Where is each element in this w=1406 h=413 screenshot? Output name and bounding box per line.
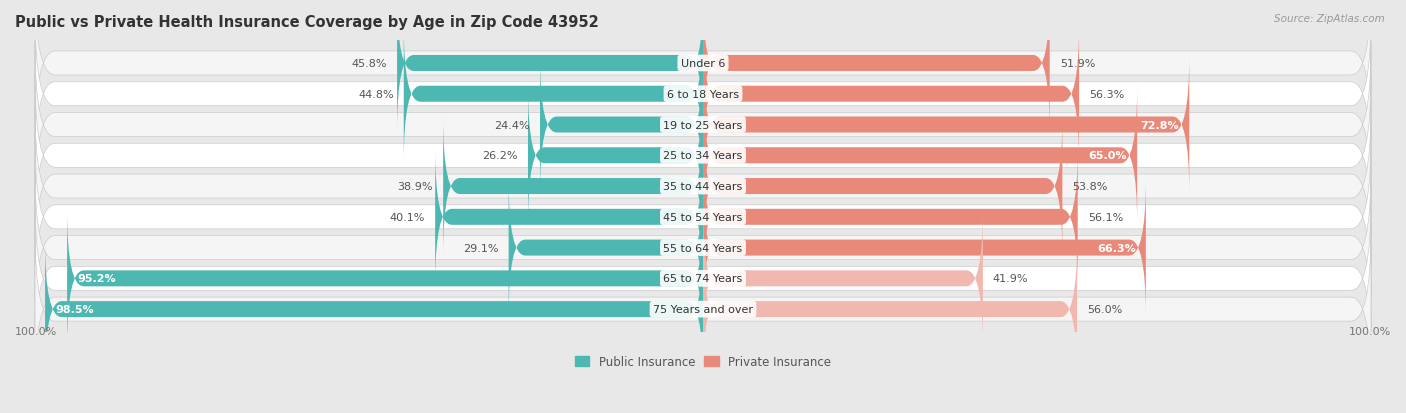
Text: 95.2%: 95.2% — [77, 274, 115, 284]
FancyBboxPatch shape — [404, 26, 703, 163]
FancyBboxPatch shape — [703, 26, 1078, 163]
FancyBboxPatch shape — [443, 118, 703, 255]
FancyBboxPatch shape — [703, 118, 1063, 255]
FancyBboxPatch shape — [509, 179, 703, 317]
Text: Under 6: Under 6 — [681, 59, 725, 69]
Text: 45.8%: 45.8% — [352, 59, 387, 69]
Text: 100.0%: 100.0% — [1348, 327, 1391, 337]
FancyBboxPatch shape — [67, 210, 703, 347]
FancyBboxPatch shape — [434, 149, 703, 286]
Text: 6 to 18 Years: 6 to 18 Years — [666, 90, 740, 100]
Text: 41.9%: 41.9% — [993, 274, 1028, 284]
Text: 45 to 54 Years: 45 to 54 Years — [664, 212, 742, 222]
FancyBboxPatch shape — [703, 179, 1146, 317]
Text: Public vs Private Health Insurance Coverage by Age in Zip Code 43952: Public vs Private Health Insurance Cover… — [15, 15, 599, 30]
FancyBboxPatch shape — [35, 168, 1371, 328]
Text: 25 to 34 Years: 25 to 34 Years — [664, 151, 742, 161]
Text: 56.0%: 56.0% — [1087, 304, 1122, 314]
FancyBboxPatch shape — [529, 87, 703, 225]
FancyBboxPatch shape — [35, 45, 1371, 205]
FancyBboxPatch shape — [35, 137, 1371, 297]
Text: 65 to 74 Years: 65 to 74 Years — [664, 274, 742, 284]
Text: 56.1%: 56.1% — [1088, 212, 1123, 222]
FancyBboxPatch shape — [35, 229, 1371, 389]
Text: 72.8%: 72.8% — [1140, 120, 1180, 130]
Text: 44.8%: 44.8% — [359, 90, 394, 100]
Text: 51.9%: 51.9% — [1060, 59, 1095, 69]
Text: 53.8%: 53.8% — [1073, 182, 1108, 192]
FancyBboxPatch shape — [45, 241, 703, 378]
Text: 66.3%: 66.3% — [1097, 243, 1136, 253]
Text: 75 Years and over: 75 Years and over — [652, 304, 754, 314]
FancyBboxPatch shape — [396, 0, 703, 133]
Text: 24.4%: 24.4% — [495, 120, 530, 130]
Text: 55 to 64 Years: 55 to 64 Years — [664, 243, 742, 253]
FancyBboxPatch shape — [35, 0, 1371, 144]
FancyBboxPatch shape — [703, 241, 1077, 378]
FancyBboxPatch shape — [703, 87, 1137, 225]
Text: Source: ZipAtlas.com: Source: ZipAtlas.com — [1274, 14, 1385, 24]
Text: 100.0%: 100.0% — [15, 327, 58, 337]
FancyBboxPatch shape — [703, 210, 983, 347]
Text: 35 to 44 Years: 35 to 44 Years — [664, 182, 742, 192]
FancyBboxPatch shape — [35, 76, 1371, 236]
Legend: Public Insurance, Private Insurance: Public Insurance, Private Insurance — [571, 351, 835, 373]
Text: 29.1%: 29.1% — [463, 243, 499, 253]
FancyBboxPatch shape — [703, 57, 1189, 194]
Text: 26.2%: 26.2% — [482, 151, 517, 161]
Text: 65.0%: 65.0% — [1088, 151, 1128, 161]
FancyBboxPatch shape — [35, 199, 1371, 359]
Text: 19 to 25 Years: 19 to 25 Years — [664, 120, 742, 130]
FancyBboxPatch shape — [703, 0, 1050, 133]
FancyBboxPatch shape — [35, 107, 1371, 267]
FancyBboxPatch shape — [35, 14, 1371, 175]
Text: 40.1%: 40.1% — [389, 212, 425, 222]
Text: 98.5%: 98.5% — [55, 304, 94, 314]
FancyBboxPatch shape — [703, 149, 1078, 286]
FancyBboxPatch shape — [540, 57, 703, 194]
Text: 38.9%: 38.9% — [398, 182, 433, 192]
Text: 56.3%: 56.3% — [1090, 90, 1125, 100]
